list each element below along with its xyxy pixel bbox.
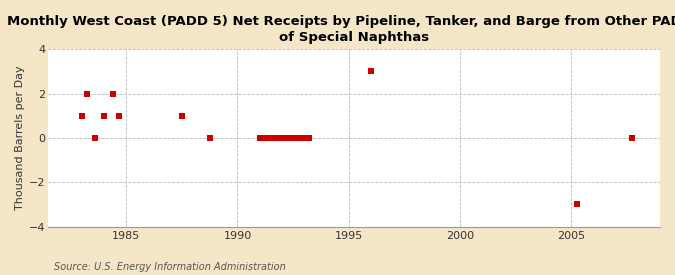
Point	[279, 136, 290, 140]
Point	[262, 136, 273, 140]
Point	[300, 136, 311, 140]
Point	[265, 136, 275, 140]
Point	[285, 136, 296, 140]
Point	[260, 136, 271, 140]
Point	[269, 136, 279, 140]
Point	[265, 136, 276, 140]
Point	[298, 136, 309, 140]
Point	[259, 136, 270, 140]
Point	[282, 136, 293, 140]
Point	[255, 136, 266, 140]
Y-axis label: Thousand Barrels per Day: Thousand Barrels per Day	[15, 66, 25, 210]
Text: Source: U.S. Energy Information Administration: Source: U.S. Energy Information Administ…	[54, 262, 286, 272]
Point	[287, 136, 298, 140]
Point	[270, 136, 281, 140]
Point	[304, 136, 315, 140]
Point	[296, 136, 306, 140]
Point	[302, 136, 313, 140]
Point	[263, 136, 273, 140]
Point	[176, 114, 187, 118]
Point	[269, 136, 280, 140]
Point	[301, 136, 312, 140]
Point	[254, 136, 265, 140]
Point	[274, 136, 285, 140]
Point	[365, 69, 376, 74]
Point	[571, 202, 582, 207]
Title: Monthly West Coast (PADD 5) Net Receipts by Pipeline, Tanker, and Barge from Oth: Monthly West Coast (PADD 5) Net Receipts…	[7, 15, 675, 44]
Point	[289, 136, 300, 140]
Point	[290, 136, 300, 140]
Point	[299, 136, 310, 140]
Point	[258, 136, 269, 140]
Point	[292, 136, 302, 140]
Point	[303, 136, 314, 140]
Point	[279, 136, 290, 140]
Point	[256, 136, 267, 140]
Point	[275, 136, 286, 140]
Point	[291, 136, 302, 140]
Point	[205, 136, 215, 140]
Point	[284, 136, 295, 140]
Point	[294, 136, 305, 140]
Point	[297, 136, 308, 140]
Point	[273, 136, 284, 140]
Point	[267, 136, 277, 140]
Point	[284, 136, 294, 140]
Point	[113, 114, 124, 118]
Point	[261, 136, 271, 140]
Point	[296, 136, 307, 140]
Point	[271, 136, 282, 140]
Point	[276, 136, 287, 140]
Point	[99, 114, 109, 118]
Point	[277, 136, 288, 140]
Point	[267, 136, 278, 140]
Point	[280, 136, 291, 140]
Point	[277, 136, 288, 140]
Point	[76, 114, 87, 118]
Point	[288, 136, 299, 140]
Point	[281, 136, 292, 140]
Point	[292, 136, 303, 140]
Point	[627, 136, 638, 140]
Point	[264, 136, 275, 140]
Point	[286, 136, 297, 140]
Point	[272, 136, 283, 140]
Point	[89, 136, 100, 140]
Point	[257, 136, 268, 140]
Point	[82, 92, 92, 96]
Point	[294, 136, 304, 140]
Point	[108, 92, 119, 96]
